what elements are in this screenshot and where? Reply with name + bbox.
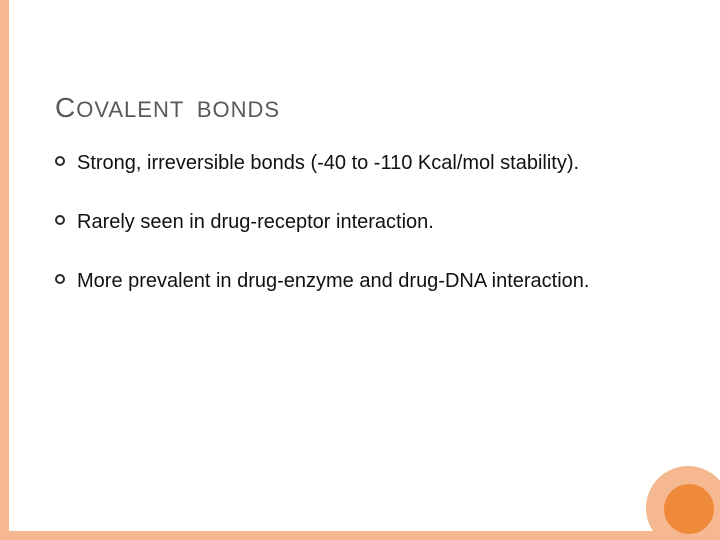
list-item: More prevalent in drug-enzyme and drug-D… xyxy=(55,268,665,295)
content-area: Strong, irreversible bonds (-40 to -110 … xyxy=(55,150,665,327)
bullet-text: Rarely seen in drug-receptor interaction… xyxy=(77,209,665,236)
bullet-icon xyxy=(55,150,77,166)
bullet-text: More prevalent in drug-enzyme and drug-D… xyxy=(77,268,665,295)
left-accent-bar xyxy=(0,0,9,540)
bullet-text: Strong, irreversible bonds (-40 to -110 … xyxy=(77,150,665,177)
bullet-icon xyxy=(55,209,77,225)
slide: COVALENT BONDS Strong, irreversible bond… xyxy=(0,0,720,540)
title-rest-1: OVALENT xyxy=(76,97,184,122)
list-item: Strong, irreversible bonds (-40 to -110 … xyxy=(55,150,665,177)
slide-title: COVALENT BONDS xyxy=(55,92,280,124)
list-item: Rarely seen in drug-receptor interaction… xyxy=(55,209,665,236)
bullet-icon xyxy=(55,268,77,284)
bottom-accent-bar xyxy=(0,531,720,540)
decor-circle-inner xyxy=(664,484,714,534)
title-cap-1: C xyxy=(55,92,76,123)
title-word-2: BONDS xyxy=(197,97,280,122)
